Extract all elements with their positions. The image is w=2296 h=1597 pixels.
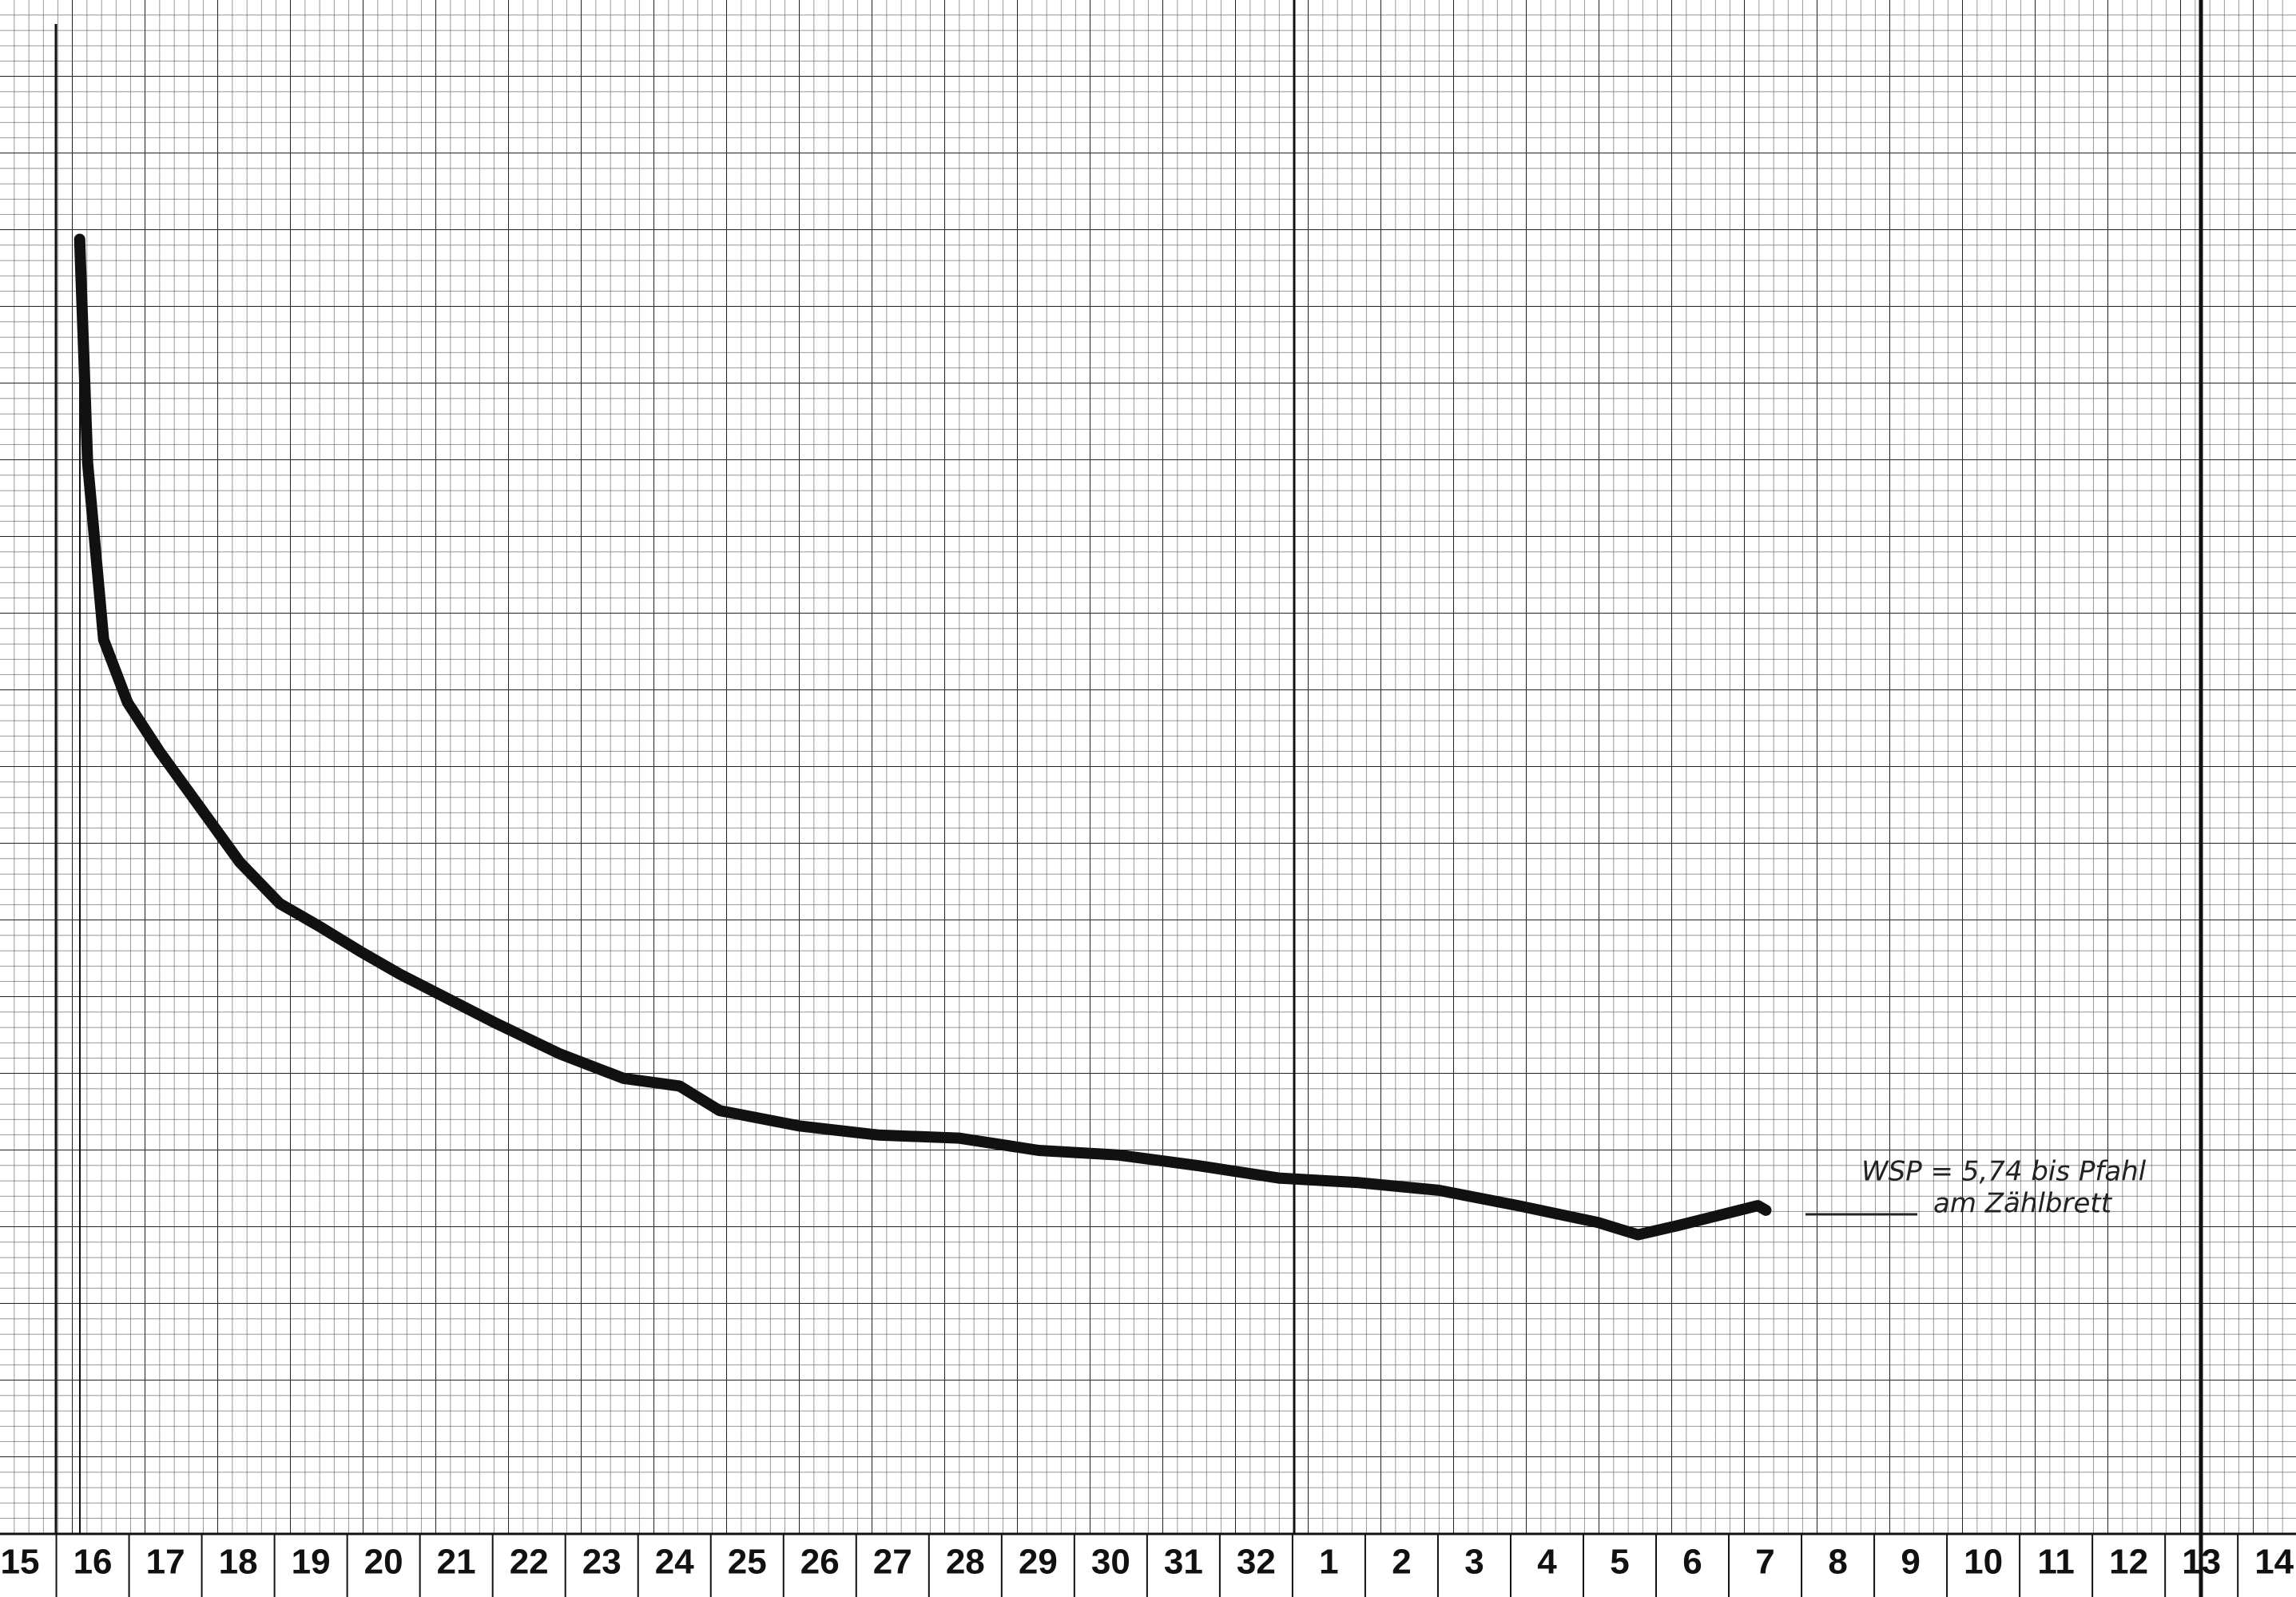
coarse-grid [0, 0, 2296, 1534]
annotation: am Zählbrett [1933, 1188, 2113, 1220]
x-tick-label: 23 [582, 1543, 622, 1582]
x-tick-label: 2 [1392, 1543, 1411, 1582]
x-tick-label: 16 [73, 1543, 113, 1582]
x-tick-label: 1 [1319, 1543, 1338, 1582]
x-tick-label: 24 [655, 1543, 694, 1582]
annotation: WSP = 5,74 bis Pfahl [1861, 1156, 2147, 1188]
x-tick-label: 28 [946, 1543, 985, 1582]
x-tick-label: 22 [510, 1543, 549, 1582]
x-tick-label: 25 [728, 1543, 767, 1582]
x-tick-label: 9 [1901, 1543, 1920, 1582]
x-tick-label: 4 [1537, 1543, 1557, 1582]
x-tick-label: 18 [219, 1543, 258, 1582]
x-tick-label: 6 [1682, 1543, 1702, 1582]
x-tick-label: 5 [1610, 1543, 1629, 1582]
x-tick-label: 8 [1828, 1543, 1847, 1582]
x-tick-label: 12 [2109, 1543, 2148, 1582]
x-tick-label: 21 [437, 1543, 476, 1582]
x-tick-label: 27 [873, 1543, 912, 1582]
x-tick-label: 14 [2254, 1543, 2294, 1582]
trace-line [73, 233, 1772, 1241]
x-tick-label: 26 [800, 1543, 840, 1582]
x-tick-label: 17 [146, 1543, 185, 1582]
x-tick-label: 31 [1164, 1543, 1203, 1582]
x-tick-label: 30 [1091, 1543, 1130, 1582]
x-tick-label: 3 [1464, 1543, 1484, 1582]
x-tick-label: 20 [364, 1543, 403, 1582]
x-tick-label: 10 [1964, 1543, 2003, 1582]
x-tick-label: 15 [1, 1543, 40, 1582]
x-tick-label: 11 [2037, 1543, 2075, 1582]
x-tick-label: 19 [292, 1543, 331, 1582]
x-tick-label: 29 [1019, 1543, 1058, 1582]
x-tick-label: 7 [1755, 1543, 1774, 1582]
x-tick-label: 32 [1237, 1543, 1276, 1582]
x-tick-label: 13 [2182, 1543, 2221, 1582]
